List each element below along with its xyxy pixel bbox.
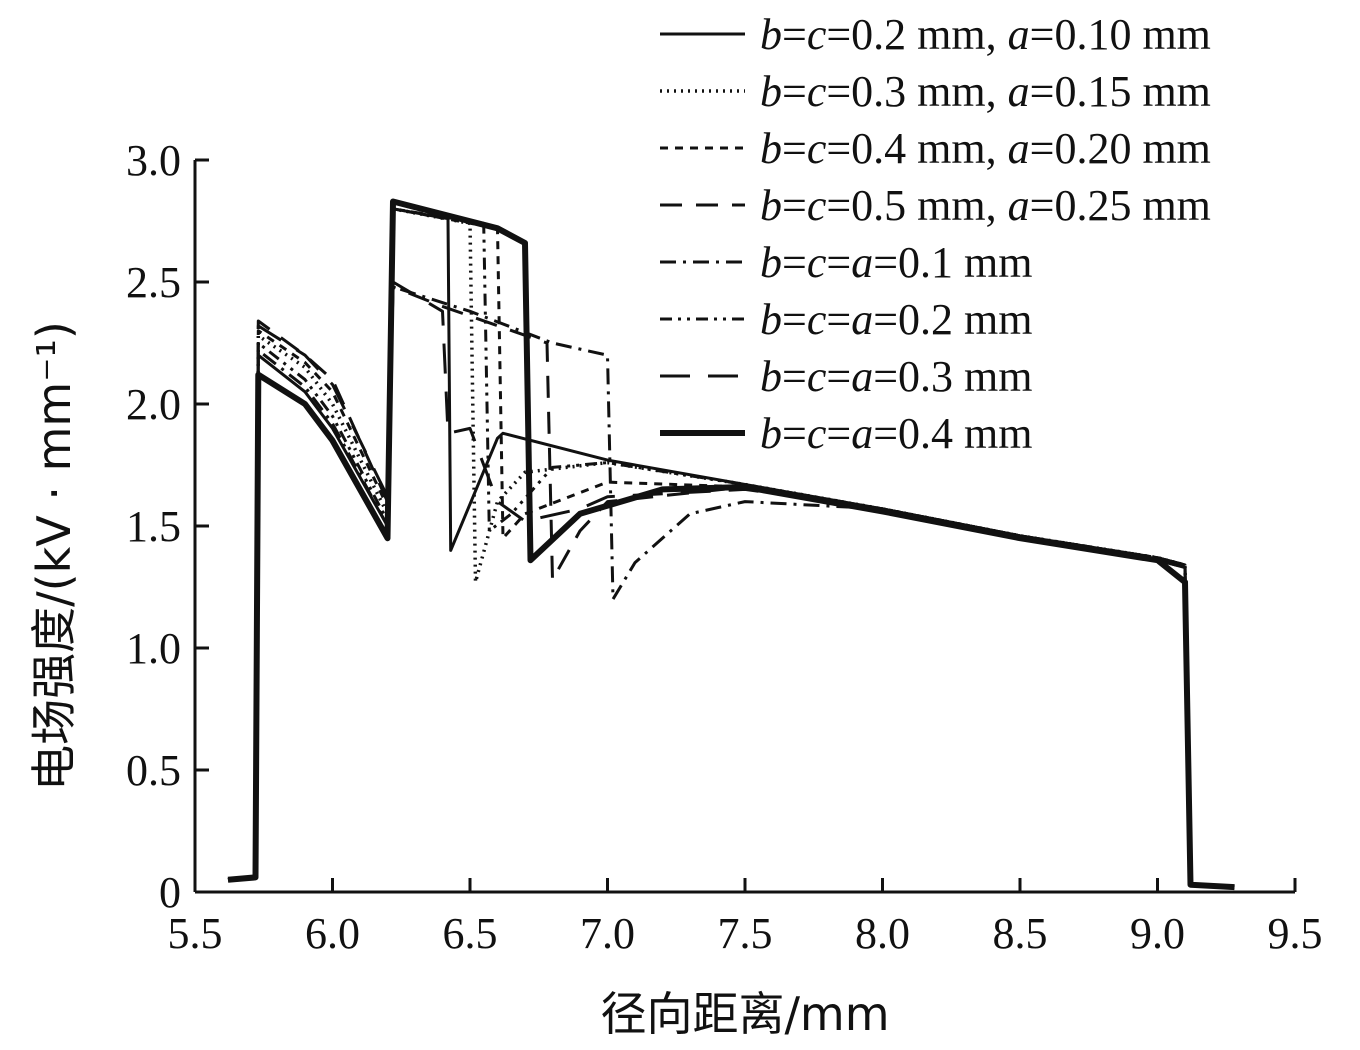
y-tick-label: 2.5 xyxy=(126,258,181,307)
y-tick-label: 0 xyxy=(159,868,181,917)
series-line-8 xyxy=(227,198,1235,891)
x-tick-label: 5.5 xyxy=(168,909,223,958)
series-line-7 xyxy=(227,280,1235,889)
y-tick-label: 0.5 xyxy=(126,746,181,795)
legend-label: b=c=a=0.4 mm xyxy=(760,409,1032,458)
legend: b=c=0.2 mm, a=0.10 mm b=c=0.3 mm, a=0.15 … xyxy=(660,10,1211,458)
legend-label: b=c=0.5 mm, a=0.25 mm xyxy=(760,181,1211,230)
legend-label: b=c=0.3 mm, a=0.15 mm xyxy=(760,67,1211,116)
x-ticks: 5.5 6.0 6.5 7.0 7.5 8.0 8.5 9.0 9.5 xyxy=(168,878,1323,958)
legend-label: b=c=a=0.1 mm xyxy=(760,238,1032,287)
x-tick-label: 8.0 xyxy=(855,909,910,958)
x-tick-label: 6.0 xyxy=(305,909,360,958)
legend-label: b=c=0.2 mm, a=0.10 mm xyxy=(760,10,1211,59)
legend-label: b=c=a=0.2 mm xyxy=(760,295,1032,344)
legend-label: b=c=0.4 mm, a=0.20 mm xyxy=(760,124,1211,173)
series-layer xyxy=(227,198,1235,891)
x-tick-label: 7.5 xyxy=(718,909,773,958)
x-tick-label: 7.0 xyxy=(580,909,635,958)
y-tick-label: 3.0 xyxy=(126,136,181,185)
legend-label: b=c=a=0.3 mm xyxy=(760,352,1032,401)
x-tick-label: 9.5 xyxy=(1268,909,1323,958)
y-tick-label: 1.5 xyxy=(126,502,181,551)
x-tick-label: 6.5 xyxy=(443,909,498,958)
y-tick-label: 1.0 xyxy=(126,624,181,673)
x-tick-label: 8.5 xyxy=(993,909,1048,958)
y-axis-title: 电场强度/(kV · mm⁻¹) xyxy=(27,321,81,791)
y-tick-label: 2.0 xyxy=(126,380,181,429)
y-ticks: 0 0.5 1.0 1.5 2.0 2.5 3.0 xyxy=(126,136,209,917)
x-axis-title: 径向距离/mm xyxy=(600,987,889,1041)
axes-layer xyxy=(193,160,1295,894)
x-tick-label: 9.0 xyxy=(1130,909,1185,958)
